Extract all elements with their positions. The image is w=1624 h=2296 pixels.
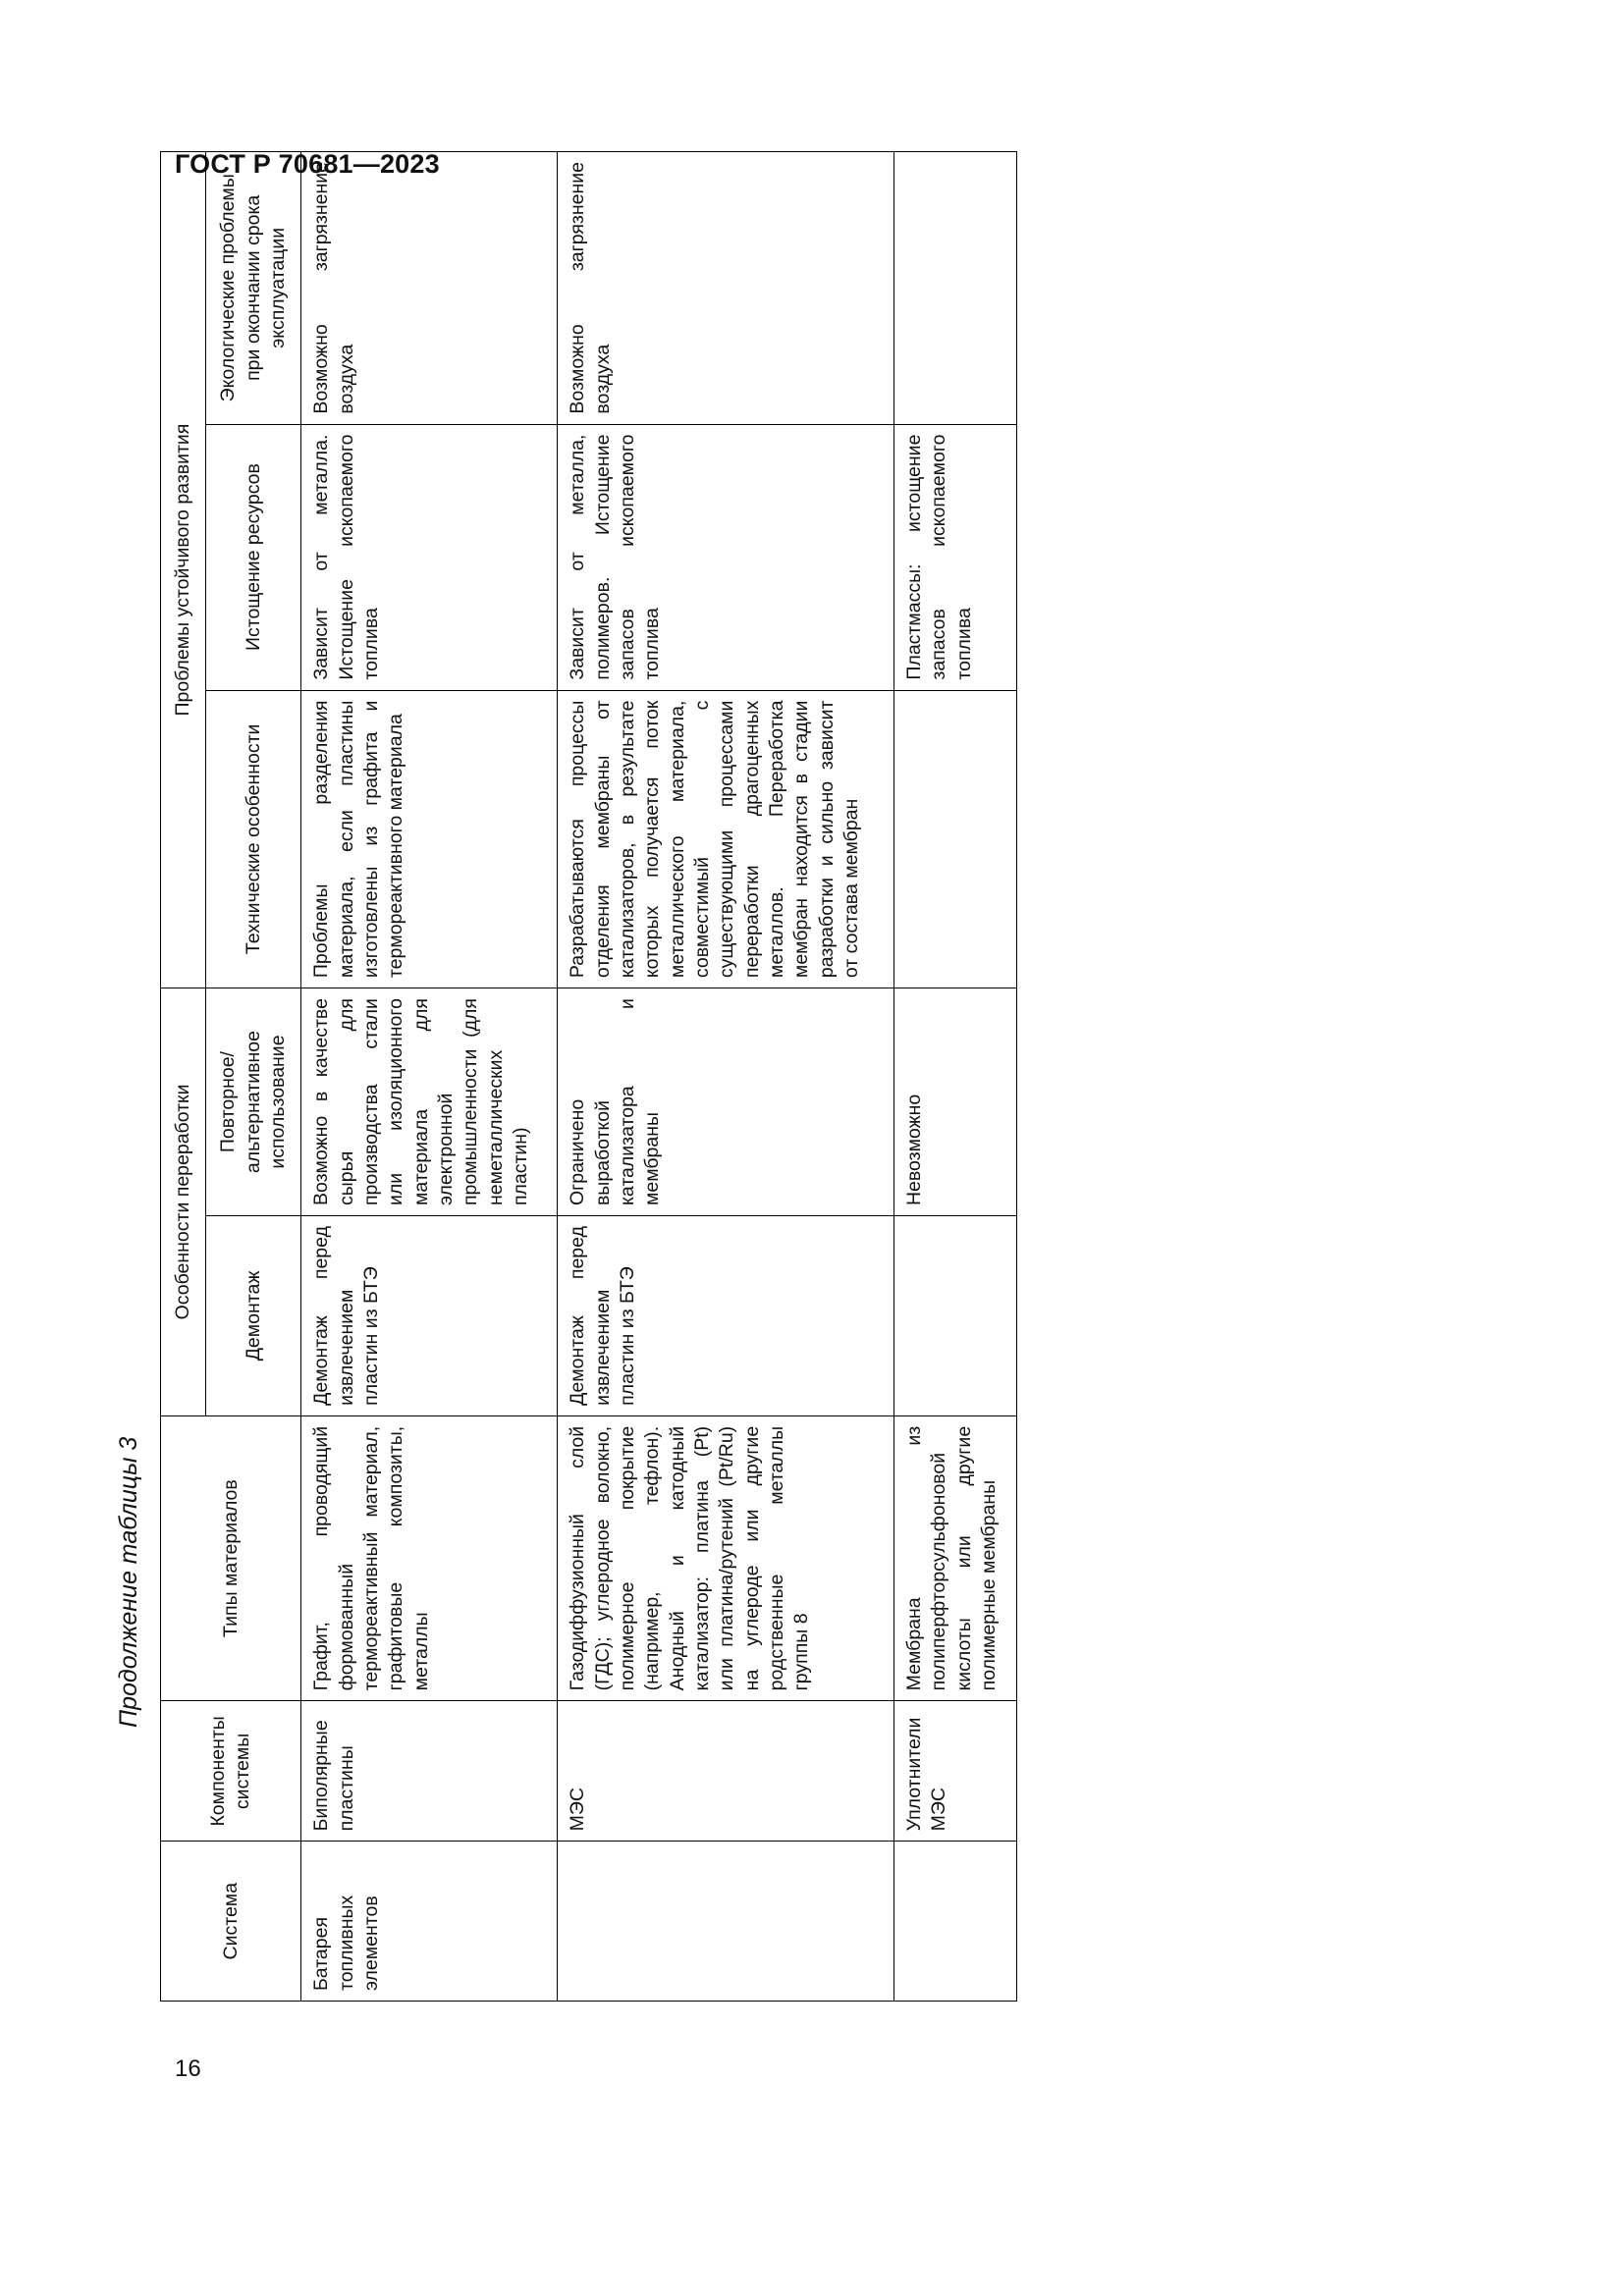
cell-technical: Разрабатываются процессы отделения мембр…	[557, 690, 894, 988]
cell-technical	[893, 690, 1017, 988]
table-row: Уплотнители МЭС Мембрана из полиперфторс…	[893, 151, 1017, 2002]
rotated-table-stage: Система Компоненты системы Типы материал…	[160, 151, 1017, 2002]
cell-reuse: Возможно в качестве сырья для производст…	[300, 988, 558, 1216]
table-body: Батарея топливных элементов Биполярные п…	[300, 151, 1017, 2002]
cell-resources: Зависит от металла, полимеров. Истощение…	[557, 424, 894, 691]
group-header-sustainability: Проблемы устойчивого развития	[160, 151, 206, 988]
cell-dismantling	[893, 1215, 1017, 1416]
cell-dismantling: Демонтаж перед извлечением пластин из БТ…	[557, 1215, 894, 1416]
cell-components: МЭС	[557, 1700, 894, 1842]
cell-components: Уплотнители МЭС	[893, 1700, 1017, 1842]
cell-system	[557, 1841, 894, 2002]
table-head: Система Компоненты системы Типы материал…	[160, 151, 301, 2002]
col-header-technical: Технические особенности	[205, 690, 301, 988]
cell-material-types: Графит, проводящий формованный термореак…	[300, 1415, 558, 1701]
cell-material-types: Газодиффузионный слой (ГДС); углеродное …	[557, 1415, 894, 1701]
cell-reuse: Ограничено выработкой катализатора и мем…	[557, 988, 894, 1216]
cell-material-types: Мембрана из полиперфторсульфоновой кисло…	[893, 1415, 1017, 1701]
cell-ecological: Возможно загрязнение воздуха	[557, 151, 894, 425]
col-header-ecological: Экологические проблемы при окончании сро…	[205, 151, 301, 425]
header-row-groups: Система Компоненты системы Типы материал…	[160, 151, 301, 2002]
cell-technical: Проблемы разделения материала, если плас…	[300, 690, 558, 988]
table-row: МЭС Газодиффузионный слой (ГДС); углерод…	[557, 151, 894, 2002]
col-header-dismantling: Демонтаж	[205, 1215, 301, 1416]
cell-resources: Пластмассы: истощение запасов ископаемог…	[893, 424, 1017, 691]
cell-resources: Зависит от металла. Истощение ископаемог…	[300, 424, 558, 691]
col-header-system: Система	[160, 1841, 301, 2002]
cell-ecological	[893, 151, 1017, 425]
cell-reuse: Невозможно	[893, 988, 1017, 1216]
col-header-reuse: Повторное/ альтернативное использование	[205, 988, 301, 1216]
col-header-material-types: Типы материалов	[160, 1415, 301, 1701]
page-number: 16	[175, 2056, 201, 2082]
col-header-resources: Истощение ресурсов	[205, 424, 301, 691]
cell-components: Биполярные пластины	[300, 1700, 558, 1842]
cell-dismantling: Демонтаж перед извлечением пластин из БТ…	[300, 1215, 558, 1416]
group-header-processing: Особенности переработки	[160, 988, 206, 1416]
cell-system	[893, 1841, 1017, 2002]
sustainability-table: Система Компоненты системы Типы материал…	[160, 151, 1017, 2002]
table-row: Батарея топливных элементов Биполярные п…	[300, 151, 558, 2002]
running-header: ГОСТ Р 70681—2023	[175, 149, 440, 179]
cell-ecological: Возможно загрязнение воздуха	[300, 151, 558, 425]
cell-system: Батарея топливных элементов	[300, 1841, 558, 2002]
col-header-components: Компоненты системы	[160, 1700, 301, 1842]
